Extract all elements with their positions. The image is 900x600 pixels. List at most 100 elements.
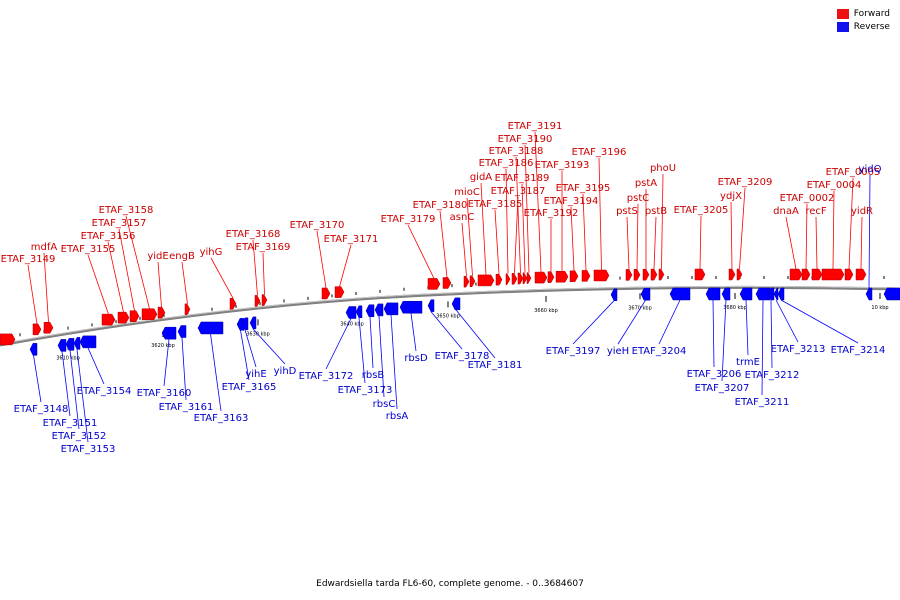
forward-gene-label[interactable]: pstS <box>616 206 638 217</box>
forward-gene-label[interactable]: ETAF_3194 <box>544 196 599 207</box>
forward-gene-arrow[interactable] <box>547 271 555 283</box>
forward-gene-arrow[interactable] <box>650 268 658 281</box>
forward-gene-label[interactable]: ETAF_0005 <box>826 167 881 178</box>
reverse-gene-arrow[interactable] <box>241 317 249 331</box>
forward-gene-label[interactable]: ETAF_3180 <box>413 200 468 211</box>
reverse-gene-label[interactable]: ETAF_3173 <box>338 385 393 396</box>
forward-gene-arrow[interactable] <box>261 294 268 306</box>
forward-gene-label[interactable]: ETAF_3195 <box>556 183 611 194</box>
forward-gene-arrow[interactable] <box>811 268 823 281</box>
reverse-gene-label[interactable]: rbsD <box>404 353 428 364</box>
forward-gene-arrow[interactable] <box>593 269 610 282</box>
forward-gene-label[interactable]: ETAF_3189 <box>495 173 550 184</box>
reverse-gene-arrow[interactable] <box>345 306 357 319</box>
reverse-gene-label[interactable]: ETAF_3152 <box>52 431 107 442</box>
forward-gene-label[interactable]: pstA <box>635 178 657 189</box>
reverse-gene-arrow[interactable] <box>365 304 375 317</box>
reverse-gene-label[interactable]: ETAF_3197 <box>546 346 601 357</box>
reverse-gene-arrow[interactable] <box>65 338 75 351</box>
forward-gene-arrow[interactable] <box>633 269 641 281</box>
forward-gene-label[interactable]: ETAF_3158 <box>99 205 154 216</box>
forward-gene-arrow[interactable] <box>477 274 495 287</box>
reverse-gene-arrow[interactable] <box>79 335 97 349</box>
reverse-gene-arrow[interactable] <box>177 325 187 338</box>
forward-gene-label[interactable]: ETAF_3185 <box>468 199 523 210</box>
forward-gene-label[interactable]: ETAF_3196 <box>572 147 627 158</box>
reverse-gene-arrow[interactable] <box>773 287 779 301</box>
forward-gene-arrow[interactable] <box>254 295 261 307</box>
reverse-gene-arrow[interactable] <box>640 287 651 301</box>
forward-gene-label[interactable]: ydjX <box>720 191 742 202</box>
reverse-gene-label[interactable]: ETAF_3153 <box>61 444 116 455</box>
forward-gene-arrow[interactable] <box>642 268 650 281</box>
reverse-gene-label[interactable]: ETAF_3214 <box>831 345 886 356</box>
forward-gene-arrow[interactable] <box>157 306 166 319</box>
reverse-gene-label[interactable]: yihD <box>274 366 297 377</box>
reverse-gene-label[interactable]: ETAF_3178 <box>435 351 490 362</box>
reverse-gene-arrow[interactable] <box>865 287 873 301</box>
forward-gene-label[interactable]: ETAF_3186 <box>479 158 534 169</box>
forward-gene-label[interactable]: asnC <box>450 212 475 223</box>
forward-gene-label[interactable]: ETAF_0004 <box>807 180 862 191</box>
forward-gene-label[interactable]: pstB <box>645 206 667 217</box>
forward-gene-arrow[interactable] <box>442 277 452 289</box>
forward-gene-label[interactable]: mdfA <box>31 242 58 253</box>
reverse-gene-label[interactable]: ETAF_3204 <box>632 346 687 357</box>
forward-gene-label[interactable]: ETAF_3156 <box>81 231 136 242</box>
forward-gene-label[interactable]: ETAF_3193 <box>535 160 590 171</box>
forward-gene-arrow[interactable] <box>569 270 579 283</box>
reverse-gene-arrow[interactable] <box>721 287 731 301</box>
forward-gene-label[interactable]: yihG <box>200 247 223 258</box>
forward-gene-arrow[interactable] <box>736 268 743 281</box>
reverse-gene-label[interactable]: ETAF_3161 <box>159 402 214 413</box>
forward-gene-label[interactable]: ETAF_0002 <box>780 193 835 204</box>
forward-gene-label[interactable]: gidA <box>470 172 492 183</box>
reverse-gene-label[interactable]: ETAF_3213 <box>771 344 826 355</box>
forward-gene-label[interactable]: dnaA <box>773 206 799 217</box>
reverse-gene-label[interactable]: rbsC <box>373 399 396 410</box>
reverse-gene-arrow[interactable] <box>374 303 384 317</box>
reverse-gene-arrow[interactable] <box>161 326 177 340</box>
reverse-gene-label[interactable]: ETAF_3154 <box>77 386 132 397</box>
reverse-gene-label[interactable]: ETAF_3165 <box>222 382 277 393</box>
forward-gene-arrow[interactable] <box>117 311 130 324</box>
forward-gene-arrow[interactable] <box>801 268 811 281</box>
forward-gene-arrow[interactable] <box>658 268 665 281</box>
reverse-gene-label[interactable]: ETAF_3206 <box>687 369 742 380</box>
reverse-gene-label[interactable]: ETAF_3211 <box>735 397 790 408</box>
forward-gene-label[interactable]: ETAF_3149 <box>1 254 56 265</box>
reverse-gene-arrow[interactable] <box>29 343 38 356</box>
forward-gene-arrow[interactable] <box>821 268 845 281</box>
forward-gene-arrow[interactable] <box>555 270 569 283</box>
reverse-gene-label[interactable]: rbsA <box>386 411 409 422</box>
forward-gene-arrow[interactable] <box>427 278 441 290</box>
forward-gene-label[interactable]: ETAF_3188 <box>489 146 544 157</box>
reverse-gene-label[interactable]: ETAF_3207 <box>695 383 750 394</box>
reverse-gene-arrow[interactable] <box>739 287 753 301</box>
forward-gene-arrow-partial[interactable] <box>0 333 16 346</box>
forward-gene-label[interactable]: ETAF_3169 <box>236 242 291 253</box>
forward-gene-label[interactable]: ETAF_3171 <box>324 234 379 245</box>
reverse-gene-arrow[interactable] <box>355 305 363 319</box>
forward-gene-label[interactable]: pstC <box>627 193 649 204</box>
forward-gene-label[interactable]: ETAF_3170 <box>290 220 345 231</box>
forward-gene-arrow[interactable] <box>43 322 54 334</box>
forward-gene-arrow[interactable] <box>789 268 803 281</box>
forward-gene-arrow[interactable] <box>844 268 854 281</box>
reverse-gene-arrow[interactable] <box>669 287 691 301</box>
reverse-gene-arrow[interactable] <box>427 299 435 312</box>
reverse-gene-arrow[interactable] <box>767 287 775 301</box>
reverse-gene-arrow[interactable] <box>777 287 785 301</box>
forward-gene-label[interactable]: ETAF_3190 <box>498 134 553 145</box>
forward-gene-arrow[interactable] <box>511 273 518 285</box>
reverse-gene-label[interactable]: ETAF_3148 <box>14 404 69 415</box>
forward-gene-label[interactable]: ETAF_3192 <box>524 208 579 219</box>
forward-gene-arrow[interactable] <box>517 272 524 285</box>
forward-gene-arrow[interactable] <box>728 268 736 281</box>
forward-gene-label[interactable]: engB <box>169 251 195 262</box>
forward-gene-label[interactable]: ETAF_3209 <box>718 177 773 188</box>
forward-gene-arrow[interactable] <box>694 268 706 281</box>
forward-gene-label[interactable]: yidE <box>147 251 168 262</box>
reverse-gene-label[interactable]: rbsB <box>362 370 385 381</box>
forward-gene-label[interactable]: mioC <box>454 187 480 198</box>
